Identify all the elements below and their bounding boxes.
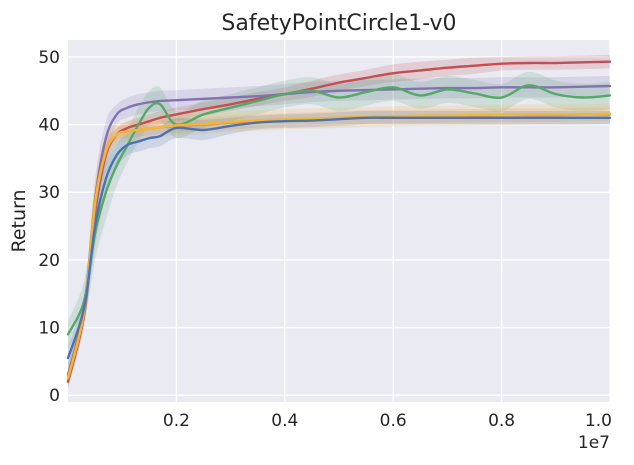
- y-tick-label: 30: [38, 183, 60, 203]
- x-tick-label: 0.6: [380, 411, 407, 431]
- chart-title: SafetyPointCircle1-v0: [221, 11, 456, 36]
- x-tick-label: 1.0: [585, 411, 612, 431]
- x-tick-label: 0.2: [163, 411, 190, 431]
- confidence-band: [68, 71, 610, 348]
- series-line: [66, 84, 612, 336]
- y-axis-ticks: 0 10 20 30 40 50: [38, 48, 60, 406]
- series-line: [66, 84, 612, 377]
- y-tick-label: 20: [38, 251, 60, 271]
- confidence-band: [68, 107, 610, 386]
- series-line: [66, 116, 612, 360]
- y-tick-label: 0: [49, 386, 60, 406]
- y-tick-label: 40: [38, 116, 60, 136]
- y-axis-label: Return: [8, 189, 30, 252]
- x-axis-offset-label: 1e7: [578, 433, 610, 453]
- confidence-band: [68, 75, 610, 386]
- series-lines: [66, 60, 612, 383]
- y-tick-label: 50: [38, 48, 60, 68]
- x-axis-ticks: 0.2 0.4 0.6 0.8 1.0: [163, 411, 612, 431]
- x-tick-label: 0.8: [488, 411, 515, 431]
- series-line: [66, 112, 612, 380]
- y-tick-label: 10: [38, 319, 60, 339]
- x-tick-label: 0.4: [271, 411, 298, 431]
- grid: [68, 40, 611, 402]
